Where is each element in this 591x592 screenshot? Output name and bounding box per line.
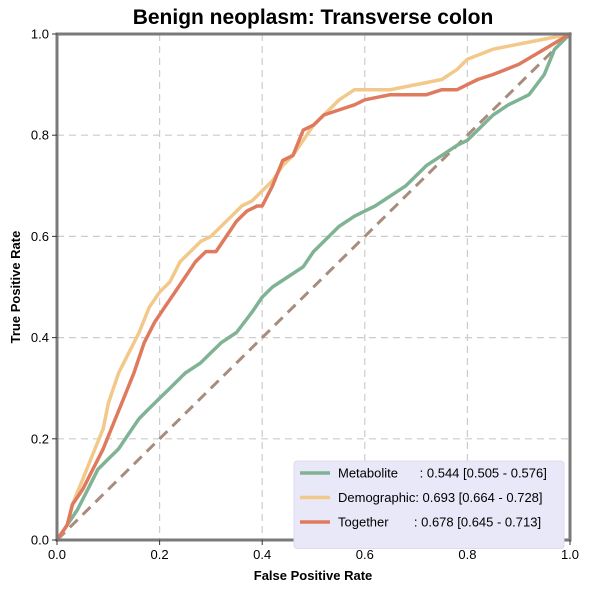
legend-box	[293, 460, 565, 549]
y-tick-label: 0.0	[31, 533, 49, 548]
legend-label-metabolite: Metabolite : 0.544 [0.505 - 0.576]	[338, 466, 547, 481]
x-tick-label: 0.8	[458, 547, 476, 562]
y-tick-label: 0.2	[31, 431, 49, 446]
y-tick-label: 0.8	[31, 128, 49, 143]
legend-label-demographic: Demographic: 0.693 [0.664 - 0.728]	[338, 490, 543, 505]
x-axis-label: False Positive Rate	[254, 568, 373, 583]
y-axis-label: True Positive Rate	[8, 231, 23, 344]
diagonal-line	[55, 32, 572, 542]
y-tick-label: 0.4	[31, 330, 49, 345]
y-tick-label: 0.6	[31, 229, 49, 244]
x-tick-label: 0.4	[253, 547, 271, 562]
x-tick-label: 0.0	[48, 547, 66, 562]
series-line-together	[55, 32, 572, 542]
diagonal-reference	[55, 32, 572, 542]
legend: Metabolite : 0.544 [0.505 - 0.576] Demogr…	[293, 460, 565, 549]
x-tick-label: 0.6	[356, 547, 374, 562]
x-tick-label: 0.2	[151, 547, 169, 562]
series-line-demographic	[55, 32, 572, 542]
legend-label-together: Together : 0.678 [0.645 - 0.713]	[338, 515, 541, 530]
chart-title: Benign neoplasm: Transverse colon	[133, 6, 494, 29]
series-lines	[55, 32, 572, 542]
y-tick-label: 1.0	[31, 27, 49, 42]
series-line-metabolite	[55, 32, 572, 542]
grid	[57, 34, 570, 540]
x-tick-label: 1.0	[561, 547, 579, 562]
